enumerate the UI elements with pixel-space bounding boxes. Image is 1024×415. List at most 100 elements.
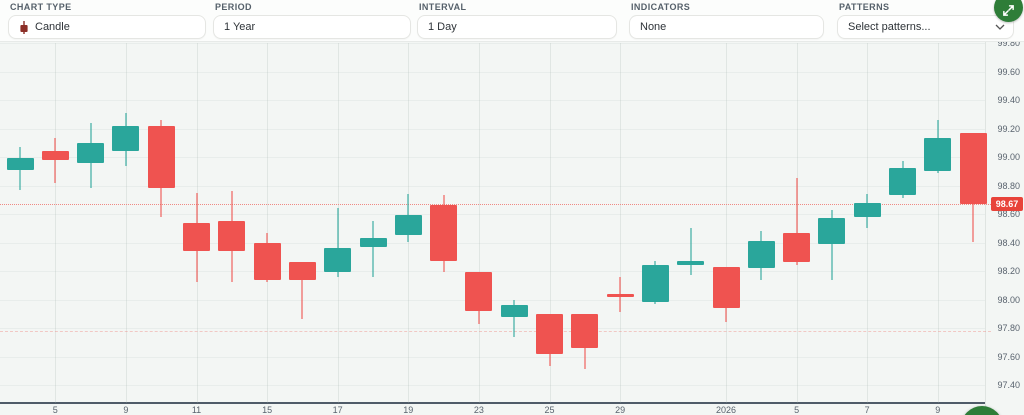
chart-type-label: CHART TYPE [10, 2, 72, 12]
x-axis-label: 29 [615, 405, 626, 415]
x-axis-line [0, 402, 985, 404]
x-grid-line [478, 43, 480, 403]
candle-body[interactable] [959, 132, 987, 205]
current-price-badge: 98.67 [991, 197, 1023, 211]
x-axis-label: 15 [262, 405, 273, 415]
patterns-value: Select patterns... [848, 21, 931, 33]
candle-body[interactable] [500, 305, 528, 317]
y-axis-label: 98.40 [997, 237, 1020, 248]
candle-body[interactable] [253, 242, 281, 280]
x-axis-label: 25 [544, 405, 555, 415]
x-grid-line [55, 43, 57, 403]
chart-type-select[interactable]: Candle [8, 15, 206, 39]
current-price-line [0, 204, 991, 206]
y-axis-label: 99.60 [997, 66, 1020, 77]
y-grid-line [0, 128, 985, 130]
y-grid-line [0, 299, 985, 301]
x-axis-label: 2026 [715, 405, 737, 415]
y-axis-separator [985, 42, 986, 415]
x-axis-label: 11 [191, 405, 202, 415]
interval-value: 1 Day [428, 21, 457, 33]
y-grid-line [0, 242, 985, 244]
chevron-down-icon [995, 24, 1005, 30]
candle-body[interactable] [147, 125, 175, 189]
candle-body[interactable] [6, 158, 34, 170]
indicators-select[interactable]: None [629, 15, 824, 39]
y-grid-line [0, 43, 985, 44]
candle-body[interactable] [77, 142, 105, 163]
y-axis-label: 98.20 [997, 266, 1020, 276]
x-grid-line [125, 43, 127, 403]
indicators-label: INDICATORS [631, 2, 691, 12]
x-grid-line [937, 43, 939, 403]
y-axis-label: 99.80 [997, 38, 1020, 48]
candle-body[interactable] [41, 151, 69, 160]
y-grid-line [0, 100, 985, 101]
y-axis-label: 97.60 [997, 351, 1020, 362]
x-axis-label: 9 [935, 405, 941, 415]
candle-body[interactable] [677, 261, 705, 266]
candle-body[interactable] [853, 202, 881, 217]
toolbar: CHART TYPE Candle PERIOD 1 Year INTERVAL… [0, 0, 1024, 42]
y-axis-label: 99.20 [997, 123, 1020, 134]
y-grid-line [0, 328, 985, 329]
y-grid-line [0, 271, 985, 272]
x-grid-line [726, 43, 727, 403]
candle-body[interactable] [465, 272, 493, 311]
chart-type-value: Candle [35, 21, 70, 33]
expand-button[interactable] [994, 0, 1023, 22]
candle-body[interactable] [536, 313, 563, 354]
floating-action-button[interactable] [961, 406, 1003, 415]
x-axis-label: 5 [794, 405, 800, 415]
x-grid-line [549, 43, 551, 403]
candle-body[interactable] [218, 221, 246, 252]
candle-body[interactable] [324, 248, 352, 273]
candle-body[interactable] [783, 232, 811, 263]
y-grid-line [0, 157, 985, 158]
period-select[interactable]: 1 Year [213, 15, 411, 39]
period-value: 1 Year [224, 21, 256, 33]
candle-wick [689, 228, 692, 276]
candle-body[interactable] [924, 138, 952, 172]
candle-body[interactable] [818, 218, 846, 244]
period-label: PERIOD [215, 2, 252, 12]
candle-body[interactable] [712, 266, 740, 309]
y-axis-label: 98.00 [997, 294, 1020, 305]
y-grid-line [0, 185, 985, 187]
x-axis-label: 7 [864, 405, 870, 415]
candle-body[interactable] [359, 238, 387, 247]
y-axis-label: 99.40 [997, 95, 1020, 105]
candle-body[interactable] [288, 262, 316, 280]
y-axis-label: 99.00 [997, 152, 1020, 162]
candle-body[interactable] [747, 241, 775, 269]
candle-wick [301, 262, 304, 320]
patterns-select[interactable]: Select patterns... [837, 15, 1014, 39]
y-grid-line [0, 71, 985, 73]
candle-body[interactable] [112, 125, 140, 152]
candle-icon [20, 20, 28, 34]
candle-wick [54, 138, 57, 183]
y-axis-label: 98.80 [997, 180, 1020, 191]
candle-wick [513, 299, 516, 337]
x-axis-label: 9 [123, 405, 129, 415]
y-axis-label: 97.80 [997, 323, 1020, 333]
candle-body[interactable] [606, 293, 634, 297]
interval-label: INTERVAL [419, 2, 467, 12]
interval-select[interactable]: 1 Day [417, 15, 617, 39]
y-grid-line [0, 356, 985, 358]
candle-body[interactable] [571, 313, 599, 348]
candle-body[interactable] [430, 205, 458, 261]
x-grid-line [620, 43, 622, 403]
candle-body[interactable] [394, 215, 422, 236]
x-axis-label: 17 [332, 405, 343, 415]
candle-wick [795, 178, 798, 266]
candle-body[interactable] [889, 168, 916, 196]
y-axis-label: 97.40 [997, 380, 1020, 390]
candle-wick [372, 221, 374, 277]
patterns-label: PATTERNS [839, 2, 890, 12]
candle-body[interactable] [183, 222, 210, 252]
y-grid-line [0, 214, 985, 215]
candle-body[interactable] [641, 265, 669, 303]
